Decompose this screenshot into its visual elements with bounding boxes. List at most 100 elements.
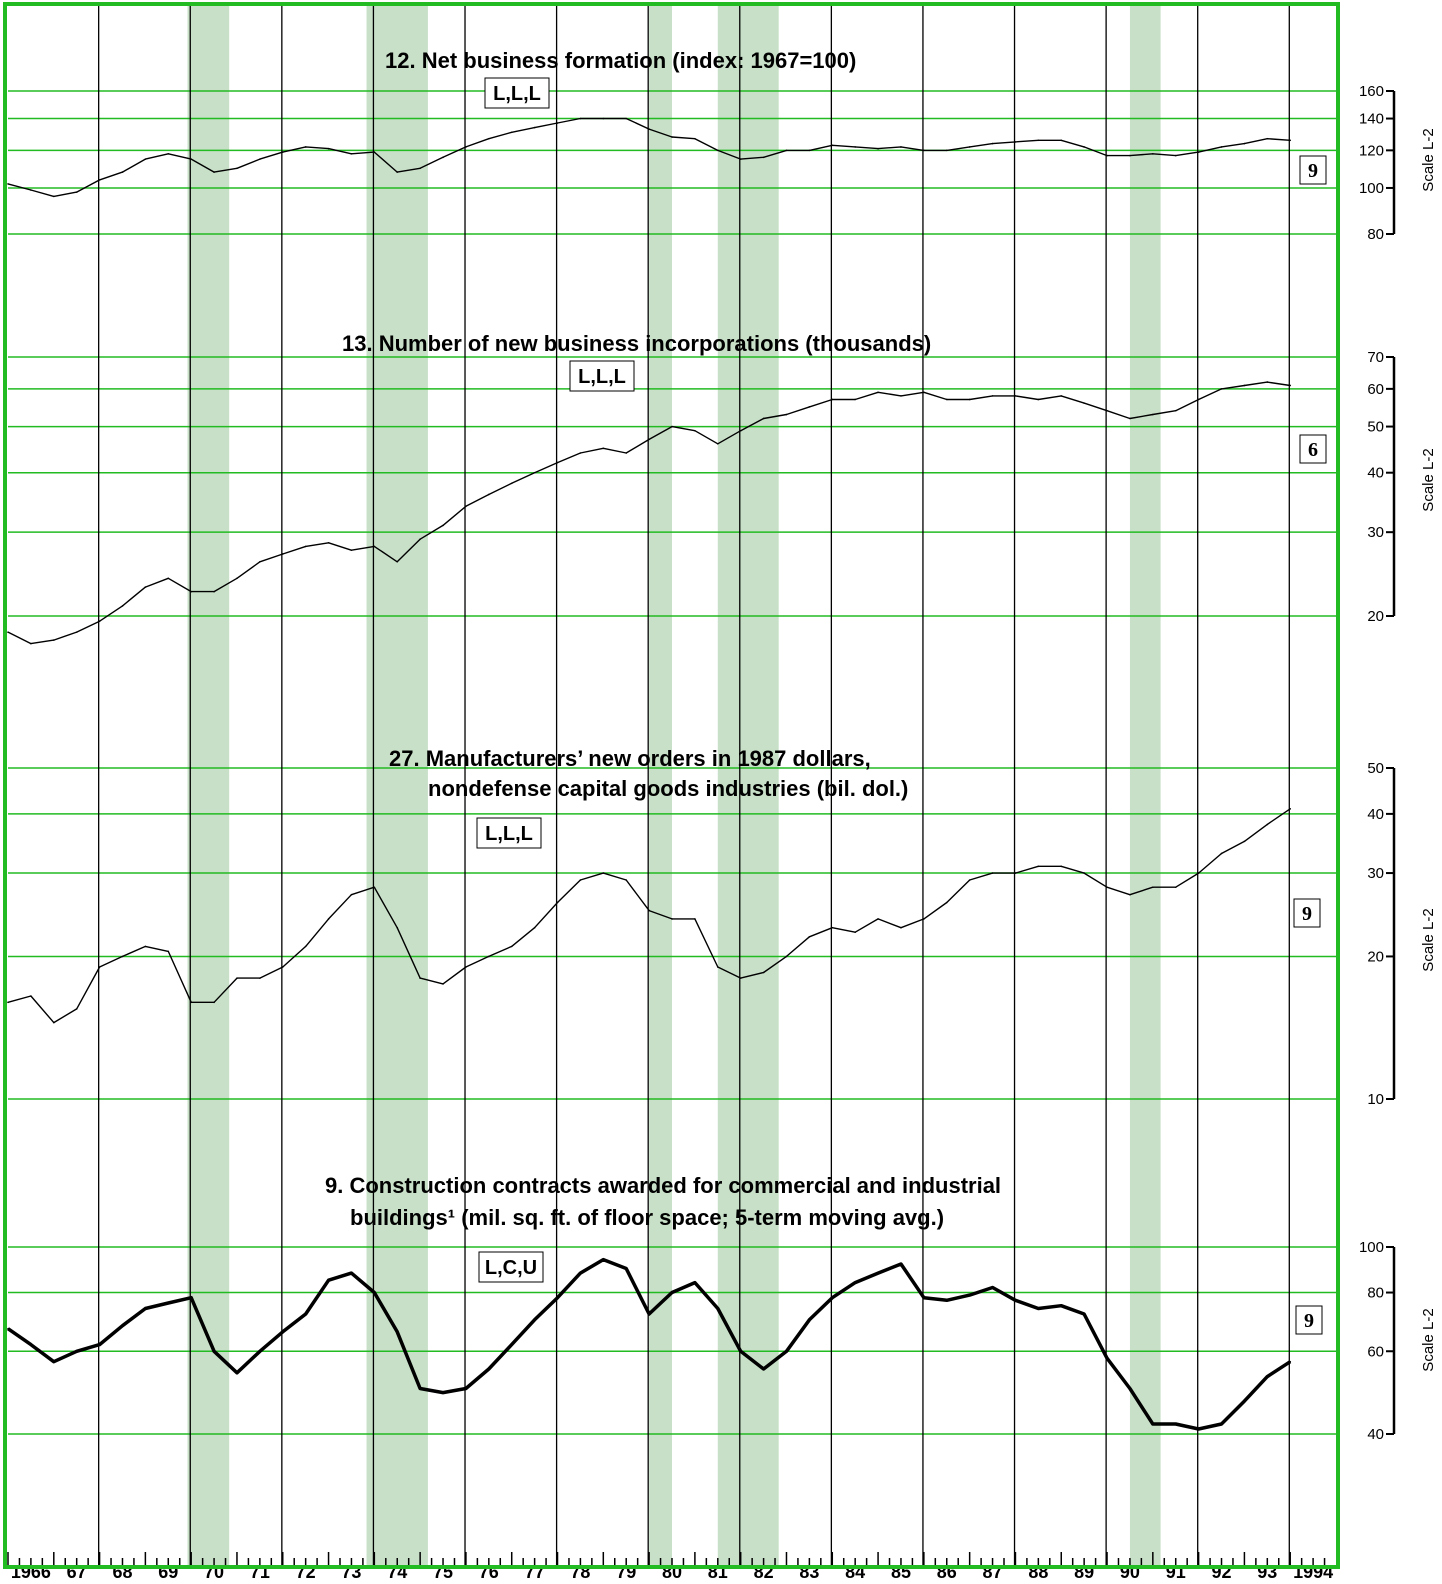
axis-tick-label: 40	[1367, 465, 1384, 482]
data-point	[121, 171, 124, 173]
data-point	[877, 391, 879, 394]
code-box	[478, 1251, 544, 1283]
data-point	[900, 395, 902, 397]
data-point	[854, 398, 856, 401]
code-box	[476, 817, 542, 849]
data-point	[75, 1008, 78, 1010]
data-point	[30, 642, 32, 645]
data-point	[923, 149, 925, 152]
data-point	[1174, 409, 1177, 412]
data-point	[1243, 384, 1246, 387]
year-label: 1994	[1293, 1562, 1333, 1579]
data-point	[831, 1296, 834, 1299]
data-point	[167, 153, 170, 155]
data-point	[625, 452, 628, 454]
data-point	[808, 936, 811, 938]
data-point	[281, 1330, 284, 1333]
series-lines	[7, 117, 1292, 1431]
data-point	[1106, 886, 1108, 889]
data-point	[510, 945, 513, 948]
data-point	[694, 1281, 696, 1284]
recession-band	[366, 6, 428, 1566]
axis-tick-label: 100	[1359, 1239, 1384, 1256]
data-point	[739, 1350, 742, 1353]
data-point	[510, 482, 513, 485]
data-point	[945, 901, 948, 904]
data-point	[327, 1279, 330, 1281]
data-point	[785, 1350, 788, 1353]
data-point	[602, 1258, 605, 1261]
data-point	[327, 918, 330, 920]
data-point	[7, 183, 9, 185]
data-point	[694, 429, 696, 432]
data-point	[190, 590, 192, 593]
data-point	[945, 1299, 948, 1302]
data-point	[877, 918, 879, 920]
data-point	[968, 398, 971, 401]
year-label: 86	[937, 1562, 957, 1579]
data-point	[213, 590, 215, 593]
year-label: 71	[250, 1562, 270, 1579]
data-point	[1060, 139, 1063, 142]
data-point	[1197, 872, 1200, 874]
code-label: L,L,L	[578, 366, 626, 388]
data-point	[304, 1313, 307, 1315]
data-point	[785, 149, 788, 152]
data-point	[52, 1021, 55, 1024]
data-point	[442, 1391, 444, 1394]
data-point	[1289, 384, 1292, 387]
axis-tick-label: 70	[1367, 349, 1384, 366]
data-point	[144, 1307, 147, 1310]
lag-label: 9	[1304, 1310, 1314, 1332]
data-point	[419, 167, 421, 170]
data-point	[854, 146, 856, 148]
data-point	[991, 142, 994, 145]
data-point	[1243, 1400, 1246, 1402]
data-point	[442, 524, 444, 527]
data-point	[716, 149, 719, 152]
axis-tick-label: 50	[1367, 760, 1384, 777]
data-point	[373, 886, 376, 889]
data-point	[281, 553, 284, 555]
axis-tick-label: 20	[1367, 948, 1384, 965]
data-point	[602, 447, 605, 450]
panel-title: nondefense capital goods industries (bil…	[428, 776, 908, 801]
data-point	[236, 167, 238, 170]
data-point	[465, 505, 467, 508]
year-label: 83	[799, 1562, 819, 1579]
axis-tick-label: 30	[1367, 865, 1384, 882]
data-point	[1197, 1428, 1200, 1430]
data-point	[121, 955, 124, 958]
data-point	[1289, 808, 1292, 810]
code-label: L,L,L	[485, 823, 533, 845]
data-point	[1266, 823, 1269, 826]
data-point	[1266, 381, 1269, 383]
data-point	[236, 1371, 238, 1374]
data-point	[1129, 154, 1131, 157]
axis-tick-label: 80	[1367, 1285, 1384, 1302]
lag-box	[1293, 898, 1321, 928]
data-point	[442, 983, 444, 985]
data-point	[236, 977, 238, 979]
data-point	[923, 918, 925, 920]
data-point	[75, 631, 78, 633]
data-point	[1083, 1313, 1085, 1315]
plot-frame	[3, 2, 1340, 1569]
data-point	[716, 966, 719, 968]
data-point	[327, 541, 330, 544]
data-point	[556, 1296, 559, 1299]
data-point	[350, 549, 353, 551]
scale-label: Scale L-2	[1420, 908, 1437, 971]
year-label: 90	[1120, 1562, 1140, 1579]
data-point	[671, 425, 673, 428]
lag-label: 9	[1302, 903, 1312, 925]
data-point	[854, 1281, 856, 1284]
data-point	[1152, 1423, 1154, 1425]
data-point	[465, 1387, 467, 1390]
data-point	[854, 931, 856, 934]
year-label: 81	[708, 1562, 728, 1579]
code-box	[569, 360, 635, 392]
data-point	[991, 1286, 994, 1289]
data-point	[831, 926, 834, 929]
data-point	[510, 1343, 513, 1346]
